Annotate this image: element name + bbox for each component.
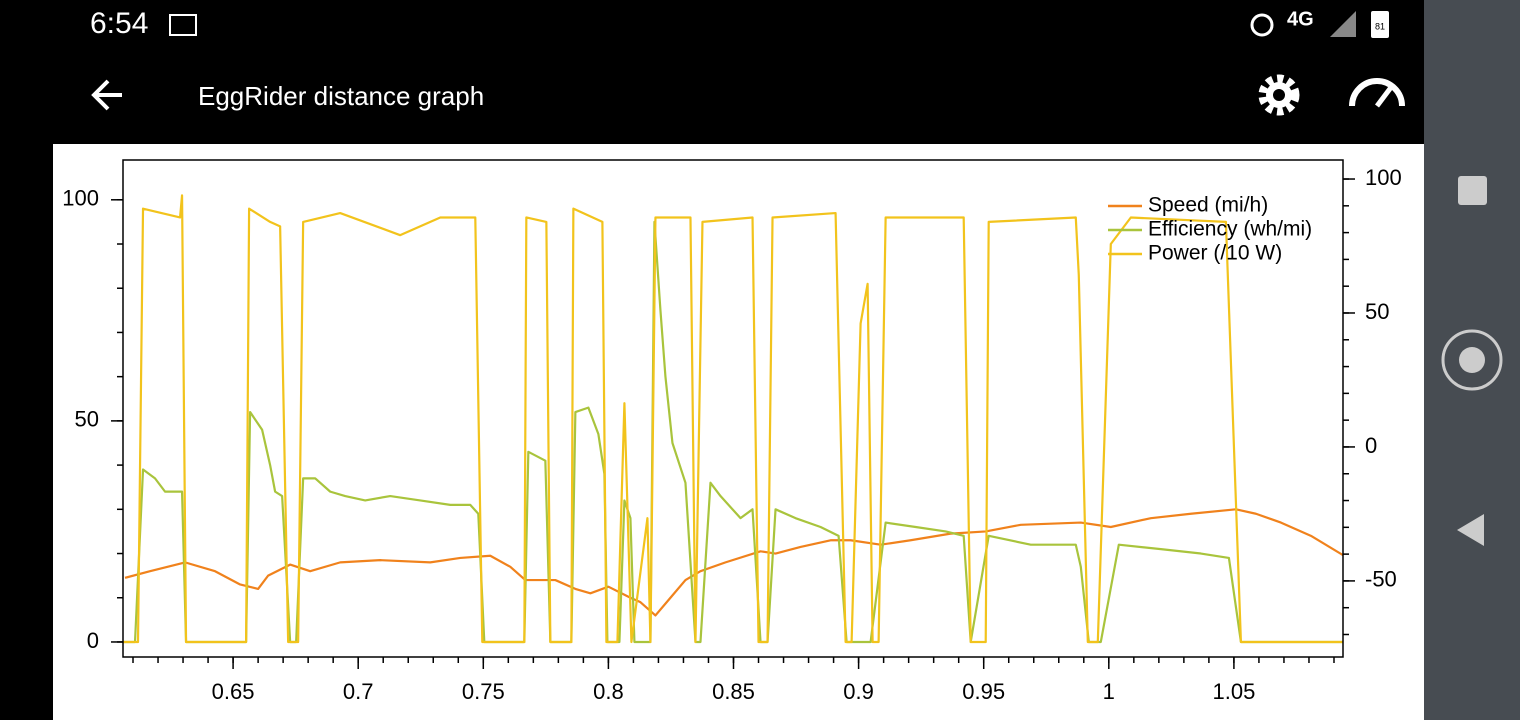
x-tick-label: 0.65 <box>212 679 255 704</box>
legend-label: Speed (mi/h) <box>1148 194 1268 217</box>
gear-hole <box>1273 89 1285 101</box>
back-nav-button[interactable] <box>1457 514 1484 546</box>
axes: 0.65 0.7 0.75 0.8 0.85 0.9 0.95 1 1.05 0 50 100 -50 0… <box>62 165 1401 704</box>
y2-tick-label: 0 <box>1365 433 1377 458</box>
x-tick-label: 0.75 <box>462 679 505 704</box>
dashboard-needle <box>1375 84 1394 108</box>
alarm-icon <box>1250 13 1274 37</box>
x-tick-label: 0.85 <box>712 679 755 704</box>
legend-label: Efficiency (wh/mi) <box>1148 218 1312 241</box>
series-line <box>123 194 1343 644</box>
y-tick-label: 0 <box>87 628 99 653</box>
x-tick-label: 0.9 <box>843 679 874 704</box>
back-button[interactable] <box>91 79 122 111</box>
status-time: 6:54 <box>90 7 148 40</box>
chart-panel <box>53 144 1424 720</box>
recents-button[interactable] <box>1458 176 1487 205</box>
plot-area <box>123 194 1343 644</box>
home-button[interactable] <box>1441 329 1503 391</box>
y-tick-label: 100 <box>62 186 99 211</box>
y2-tick-label: 50 <box>1365 299 1389 324</box>
toolbar-title: EggRider distance graph <box>198 81 484 111</box>
battery-icon <box>1371 11 1389 38</box>
x-tick-label: 1 <box>1103 679 1115 704</box>
battery-level: 81 <box>1375 21 1385 31</box>
status-icon <box>169 14 197 36</box>
x-tick-label: 0.7 <box>343 679 374 704</box>
x-tick-label: 0.8 <box>593 679 624 704</box>
x-tick-label: 1.05 <box>1212 679 1255 704</box>
y-tick-label: 50 <box>75 407 99 432</box>
legend: Speed (mi/h)Efficiency (wh/mi)Power (/10… <box>1108 194 1312 265</box>
home-dot <box>1459 347 1485 373</box>
settings-button[interactable] <box>1258 74 1300 116</box>
y2-tick-label: -50 <box>1365 567 1397 592</box>
signal-icon <box>1330 11 1356 37</box>
network-label: 4G <box>1287 8 1314 30</box>
legend-label: Power (/10 W) <box>1148 242 1282 265</box>
gear-teeth <box>1258 74 1300 116</box>
y2-tick-label: 100 <box>1365 165 1402 190</box>
dashboard-button[interactable] <box>1349 78 1405 107</box>
x-tick-label: 0.95 <box>962 679 1005 704</box>
